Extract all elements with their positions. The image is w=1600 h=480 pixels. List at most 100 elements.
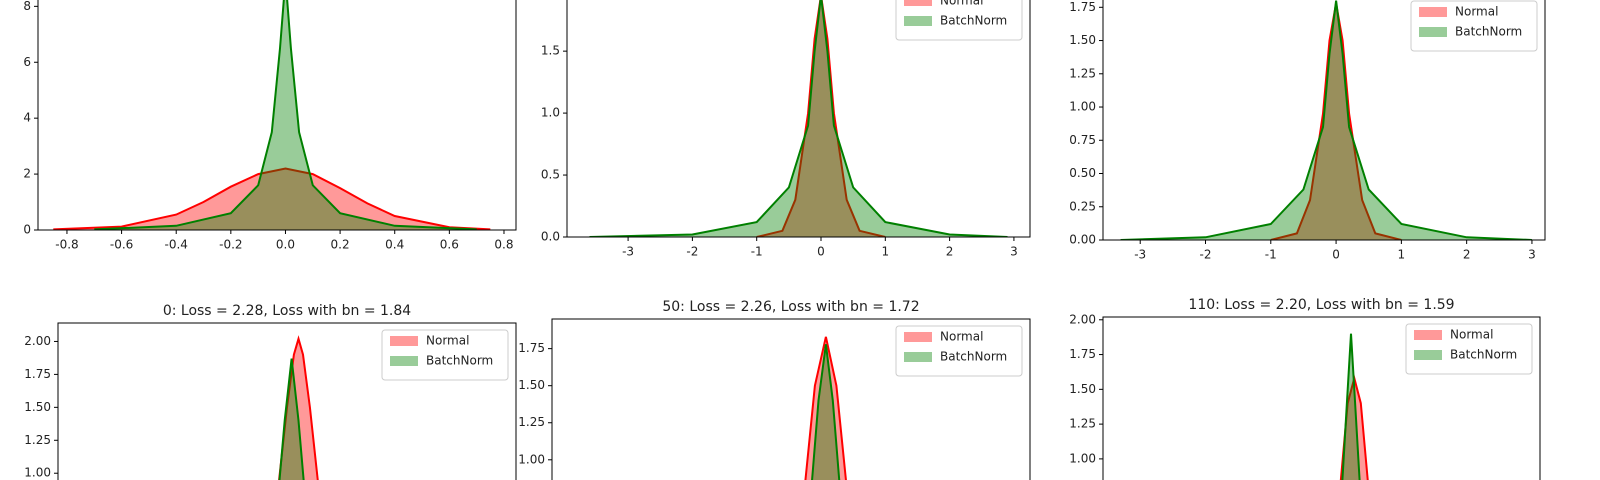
y-tick-label: 8 bbox=[23, 0, 31, 13]
y-tick-label: 0.75 bbox=[1069, 133, 1096, 147]
subplot: 0.0 0.5 1.0 1.5 -3 -2 -1 0 1 2 3 Normal BatchNorm bbox=[541, 0, 1031, 259]
legend-label: Normal bbox=[1455, 5, 1498, 19]
x-tick-label: 0.6 bbox=[440, 238, 459, 252]
legend-swatch bbox=[1419, 7, 1447, 17]
axes-frame bbox=[37, 0, 517, 231]
y-tick-label: 1.75 bbox=[24, 367, 51, 381]
density-area bbox=[279, 338, 318, 480]
legend-box bbox=[1405, 323, 1533, 375]
legend-swatch bbox=[1414, 350, 1442, 360]
y-tick-label: 1.00 bbox=[24, 466, 51, 480]
density-area bbox=[812, 344, 840, 480]
axes-frame bbox=[1102, 316, 1541, 480]
y-tick-label: 2.00 bbox=[24, 334, 51, 348]
legend-swatch bbox=[904, 352, 932, 362]
x-tick-label: 3 bbox=[1528, 248, 1536, 262]
x-tick-label: 2 bbox=[946, 245, 954, 259]
x-tick-label: 0.8 bbox=[494, 238, 513, 252]
x-tick-label: -1 bbox=[751, 245, 763, 259]
legend: Normal BatchNorm bbox=[895, 0, 1023, 41]
y-tick-label: 0.25 bbox=[1069, 199, 1096, 213]
subplot-title: 0: Loss = 2.28, Loss with bn = 1.84 bbox=[163, 303, 411, 319]
density-line bbox=[278, 335, 319, 480]
y-tick-label: 1.00 bbox=[1069, 451, 1096, 465]
y-tick-label: 2.00 bbox=[1069, 312, 1096, 326]
density-area bbox=[1270, 3, 1402, 240]
density-area bbox=[53, 168, 491, 230]
plot-area bbox=[1120, 0, 1532, 240]
y-tick-label: 0.5 bbox=[541, 168, 560, 182]
density-area bbox=[279, 358, 304, 480]
density-area bbox=[94, 0, 477, 230]
y-tick-label: 1.25 bbox=[1069, 66, 1096, 80]
x-tick-label: 0.2 bbox=[331, 238, 350, 252]
subplot: 1.00 1.25 1.50 1.75 2.00 0: Loss = 2.28, Loss… bbox=[24, 303, 517, 480]
legend: Normal BatchNorm bbox=[1405, 323, 1533, 375]
subplot: 1.00 1.25 1.50 1.75 2.00 110: Loss = 2.20, Lo… bbox=[1069, 297, 1541, 480]
density-area bbox=[1342, 333, 1360, 480]
legend-box bbox=[895, 0, 1023, 41]
x-tick-label: -2 bbox=[686, 245, 698, 259]
y-tick-label: 1.00 bbox=[1069, 100, 1096, 114]
y-tick-label: 1.75 bbox=[1069, 347, 1096, 361]
y-tick-label: 0.0 bbox=[541, 230, 560, 244]
y-tick-label: 1.50 bbox=[1069, 33, 1096, 47]
legend-label: Normal bbox=[426, 334, 469, 348]
legend-label: BatchNorm bbox=[1450, 348, 1517, 362]
density-line bbox=[1120, 0, 1532, 240]
density-line bbox=[804, 336, 847, 480]
subplot-title: 110: Loss = 2.20, Loss with bn = 1.59 bbox=[1188, 297, 1454, 313]
x-tick-label: -1 bbox=[1265, 248, 1277, 262]
legend-box bbox=[381, 329, 509, 381]
y-tick-label: 1.00 bbox=[518, 452, 545, 466]
subplot-title: 50: Loss = 2.26, Loss with bn = 1.72 bbox=[662, 299, 919, 315]
density-line bbox=[756, 0, 886, 237]
density-line bbox=[53, 167, 491, 230]
y-tick-label: 1.25 bbox=[518, 415, 545, 429]
legend-label: Normal bbox=[940, 0, 983, 8]
legend-swatch bbox=[390, 336, 418, 346]
x-tick-label: 0.4 bbox=[385, 238, 404, 252]
legend-swatch bbox=[904, 332, 932, 342]
x-tick-label: 1 bbox=[1398, 248, 1406, 262]
legend: Normal BatchNorm bbox=[381, 329, 509, 381]
subplot: 0 2 4 6 8 -0.8 -0.6 -0.4 -0.2 0.0 0.2 0.4 0.6 0.8 bbox=[23, 0, 517, 252]
legend-box bbox=[1410, 0, 1538, 52]
legend-swatch bbox=[904, 0, 932, 6]
density-line bbox=[1341, 333, 1361, 480]
x-tick-label: 3 bbox=[1010, 245, 1018, 259]
y-tick-label: 1.0 bbox=[541, 106, 560, 120]
plot-area bbox=[1339, 333, 1369, 480]
x-tick-label: -0.8 bbox=[55, 238, 78, 252]
density-area bbox=[1340, 378, 1368, 480]
y-tick-label: 1.50 bbox=[24, 400, 51, 414]
y-tick-label: 0 bbox=[23, 223, 31, 237]
density-area bbox=[1120, 0, 1532, 240]
y-tick-label: 1.5 bbox=[541, 44, 560, 58]
y-tick-label: 1.75 bbox=[1069, 0, 1096, 14]
legend-label: Normal bbox=[940, 330, 983, 344]
density-line bbox=[278, 358, 305, 480]
x-tick-label: 0 bbox=[817, 245, 825, 259]
plot-area bbox=[589, 0, 1008, 237]
legend-swatch bbox=[1414, 330, 1442, 340]
subplot: 0.00 0.25 0.50 0.75 1.00 1.25 1.50 1.75 -3 -2 -1 0 1… bbox=[1069, 0, 1546, 262]
y-tick-label: 1.25 bbox=[24, 433, 51, 447]
axes-frame bbox=[1102, 0, 1546, 241]
plot-area bbox=[278, 335, 319, 480]
density-area bbox=[756, 0, 886, 237]
axes-frame bbox=[566, 0, 1031, 238]
x-tick-label: 0.0 bbox=[276, 238, 295, 252]
legend-box bbox=[895, 325, 1023, 377]
legend-swatch bbox=[1419, 27, 1447, 37]
density-line bbox=[94, 0, 477, 230]
legend: Normal BatchNorm bbox=[895, 325, 1023, 377]
legend-label: BatchNorm bbox=[426, 354, 493, 368]
x-tick-label: -0.6 bbox=[110, 238, 133, 252]
y-tick-label: 6 bbox=[23, 55, 31, 69]
y-tick-label: 0.00 bbox=[1069, 233, 1096, 247]
subplot: 1.00 1.25 1.50 1.75 50: Loss = 2.26, Loss wi… bbox=[518, 299, 1031, 480]
y-tick-label: 1.50 bbox=[1069, 382, 1096, 396]
legend-label: BatchNorm bbox=[1455, 25, 1522, 39]
